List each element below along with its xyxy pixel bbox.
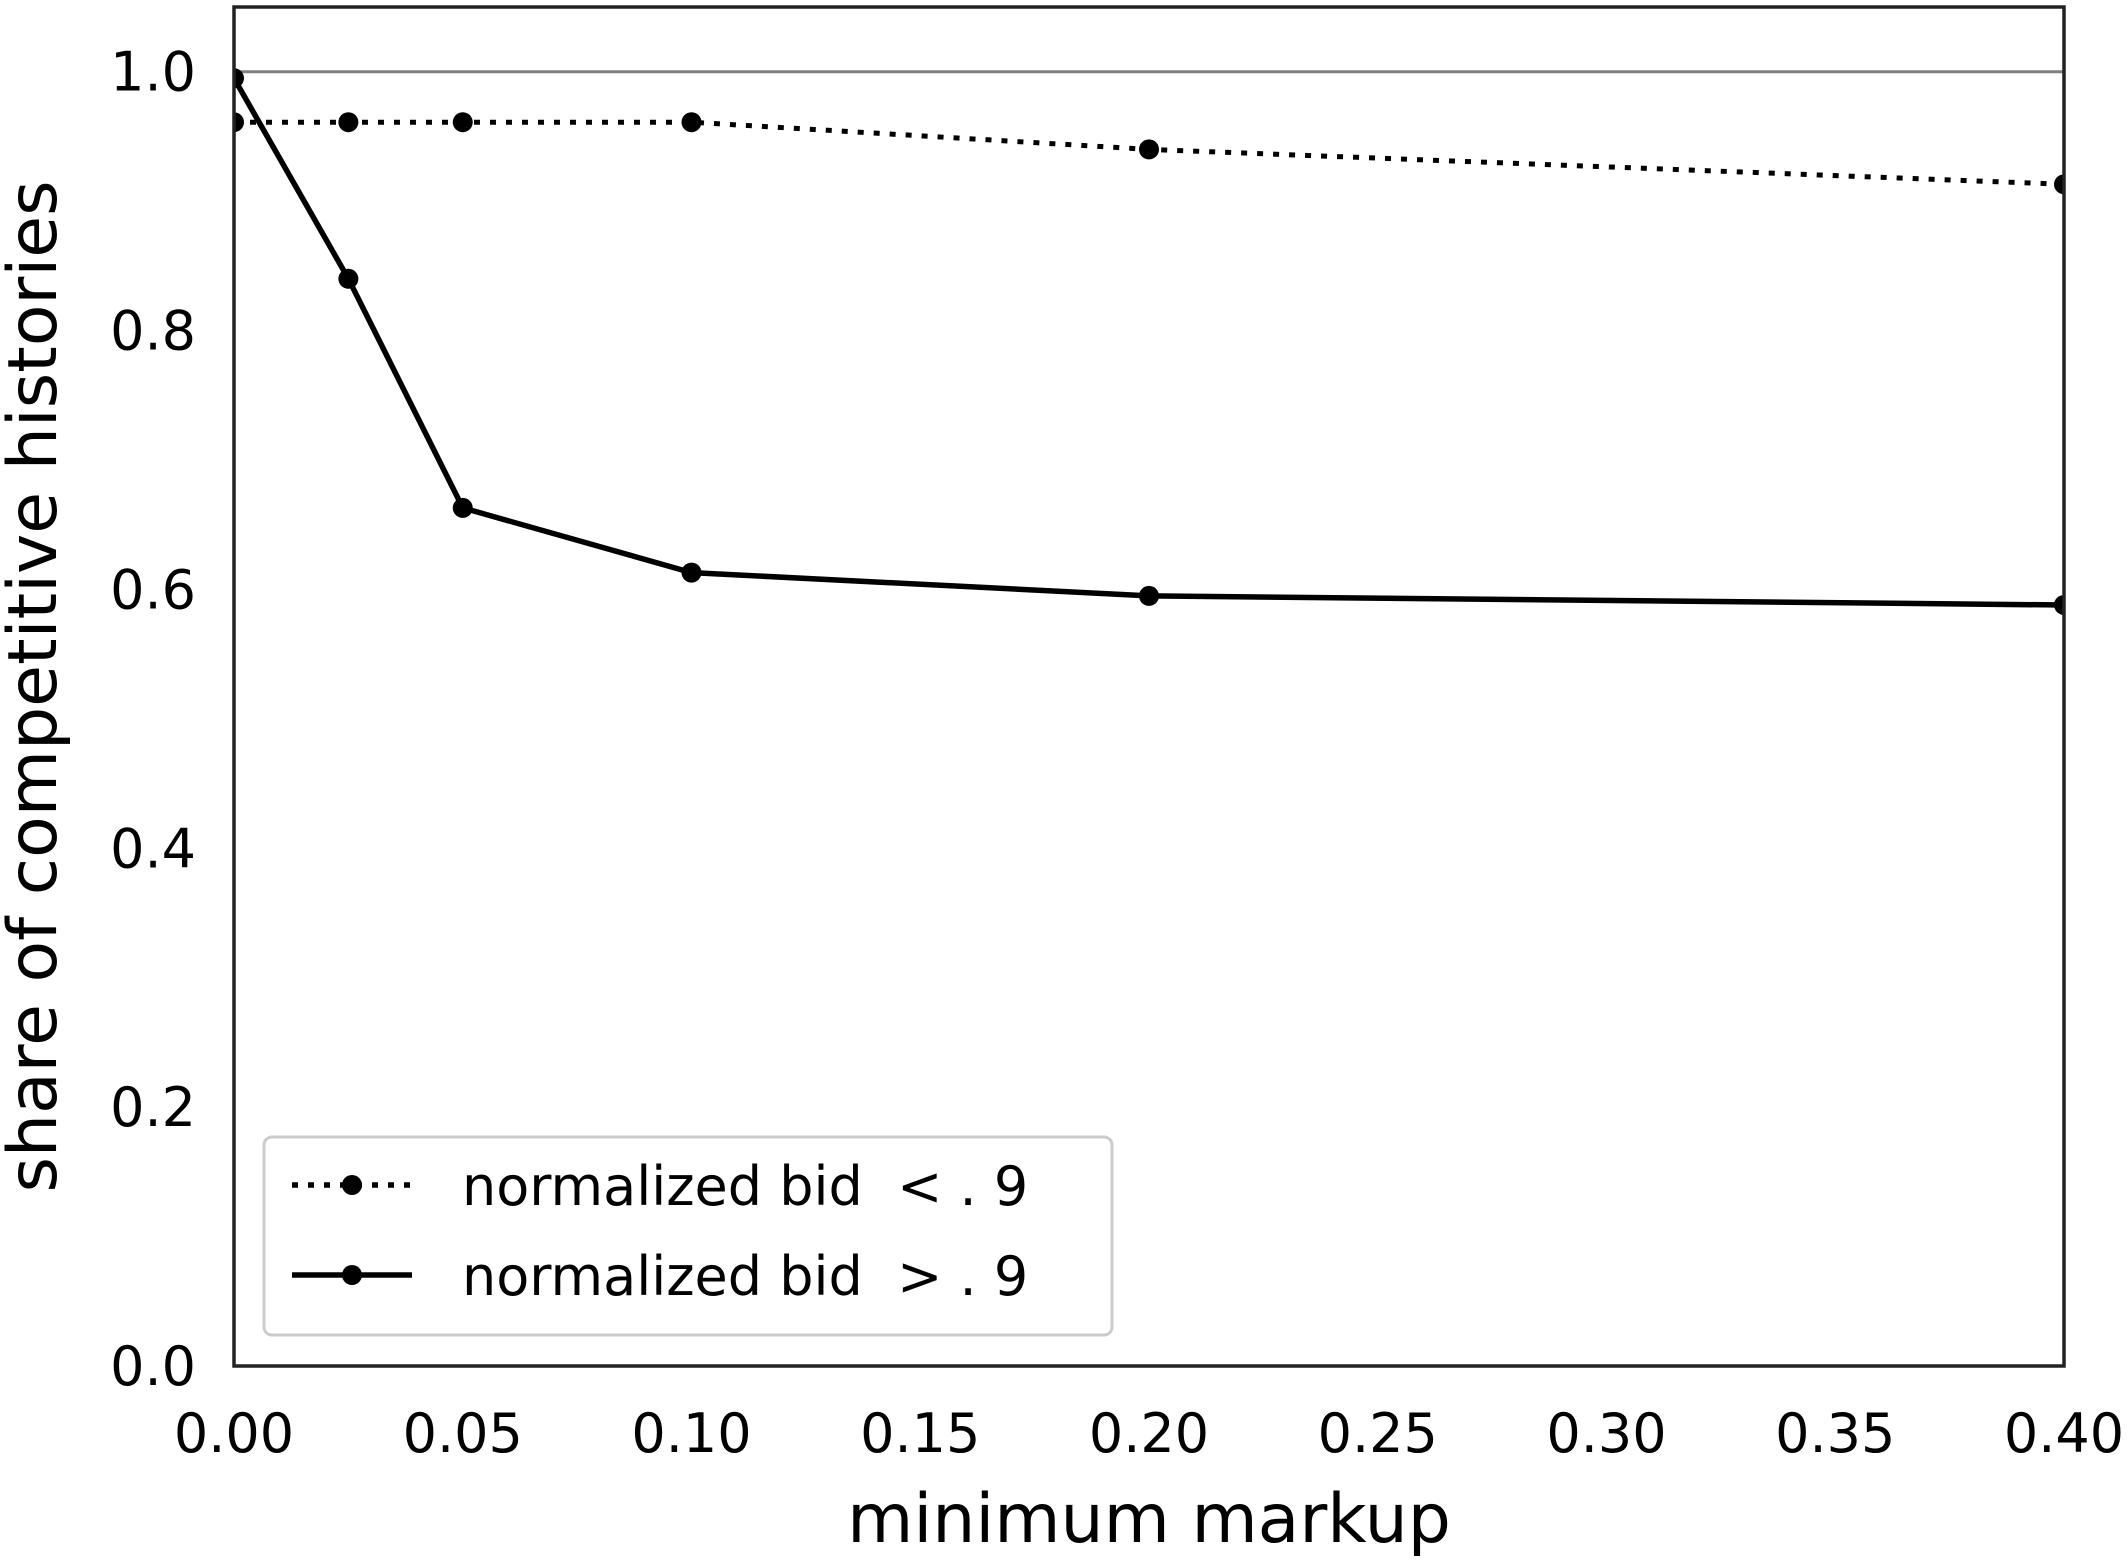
series-1-point — [234, 112, 244, 133]
series-2-point — [234, 68, 244, 89]
series-2-point — [452, 497, 473, 518]
legend-label: normalized bid > . 9 — [462, 1245, 1028, 1308]
x-tick-label: 0.35 — [1775, 1402, 1895, 1465]
series-2-point — [681, 562, 702, 583]
series-2-point — [338, 268, 359, 289]
series-1-point — [1139, 139, 1159, 160]
series-2 — [234, 68, 2064, 615]
series-1-point — [452, 112, 473, 133]
chart-marks — [234, 68, 2064, 615]
y-tick-label: 0.8 — [110, 300, 196, 363]
legend-item-1: normalized bid < . 9 — [292, 1155, 1028, 1218]
series-1-point — [681, 112, 702, 133]
x-tick-label: 0.15 — [860, 1402, 980, 1465]
x-tick-label: 0.40 — [2004, 1402, 2124, 1465]
legend-box — [262, 1135, 1114, 1337]
y-tick-label: 0.6 — [110, 558, 196, 621]
series-1-point — [338, 112, 359, 133]
x-axis-label: minimum markup — [847, 1480, 1451, 1559]
x-tick-label: 0.05 — [403, 1402, 523, 1465]
legend-marker — [342, 1175, 362, 1195]
x-tick-label: 0.20 — [1089, 1402, 1209, 1465]
y-tick-label: 0.4 — [110, 817, 196, 880]
y-tick-label: 0.0 — [110, 1335, 196, 1398]
y-tick-label: 0.2 — [110, 1076, 196, 1139]
legend-label: normalized bid < . 9 — [462, 1155, 1028, 1218]
series-2-point — [2054, 594, 2064, 615]
x-tick-label: 0.10 — [631, 1402, 751, 1465]
plot-frame — [232, 5, 2066, 1368]
y-axis-ticks: 0.0 0.2 0.4 0.6 0.8 1.0 — [110, 41, 196, 1398]
series-line-2 — [234, 76, 2064, 608]
series-1 — [234, 112, 2064, 195]
series-1-point — [2054, 174, 2064, 195]
series-2-point — [1139, 585, 1159, 606]
legend-item-2: normalized bid > . 9 — [292, 1245, 1028, 1308]
y-axis-label: share of competitive histories — [0, 180, 73, 1192]
legend-marker — [342, 1265, 362, 1285]
x-tick-label: 0.00 — [174, 1402, 294, 1465]
legend: normalized bid < . 9 normalized bid > . 9 — [262, 1135, 1114, 1337]
x-tick-label: 0.25 — [1318, 1402, 1438, 1465]
y-tick-label: 1.0 — [110, 41, 196, 104]
x-axis-ticks: 0.00 0.05 0.10 0.15 0.20 0.25 0.30 0.35 0.40 — [174, 1402, 2124, 1465]
x-tick-label: 0.30 — [1546, 1402, 1666, 1465]
